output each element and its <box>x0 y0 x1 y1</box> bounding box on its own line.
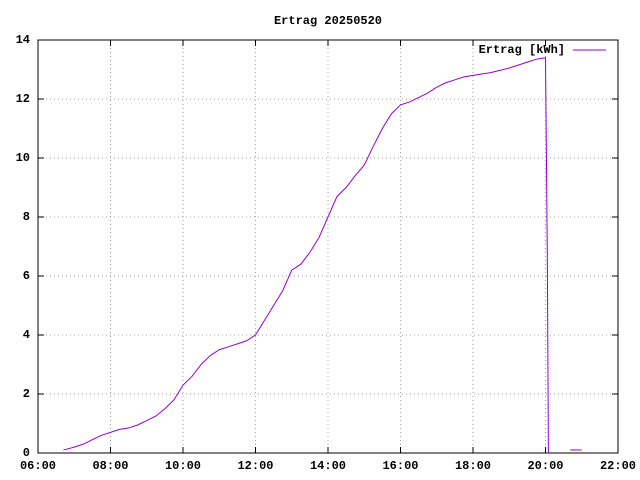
x-tick-label: 10:00 <box>165 459 201 473</box>
x-tick-label: 14:00 <box>310 459 346 473</box>
y-tick-label: 14 <box>16 33 30 47</box>
data-line <box>63 57 582 454</box>
y-tick-label: 6 <box>23 269 30 283</box>
x-tick-label: 18:00 <box>455 459 491 473</box>
x-tick-label: 06:00 <box>20 459 56 473</box>
y-tick-label: 12 <box>16 92 30 106</box>
x-tick-label: 16:00 <box>382 459 418 473</box>
y-tick-label: 0 <box>23 446 30 460</box>
y-tick-label: 2 <box>23 387 30 401</box>
y-tick-label: 8 <box>23 210 30 224</box>
x-tick-label: 22:00 <box>600 459 636 473</box>
chart-title: Ertrag 20250520 <box>274 14 382 28</box>
y-tick-label: 10 <box>16 151 30 165</box>
x-tick-label: 08:00 <box>92 459 128 473</box>
plot-border <box>37 39 619 454</box>
x-tick-label: 12:00 <box>237 459 273 473</box>
x-tick-label: 20:00 <box>527 459 563 473</box>
y-tick-label: 4 <box>23 328 30 342</box>
legend-label: Ertrag [kWh] <box>479 43 565 57</box>
